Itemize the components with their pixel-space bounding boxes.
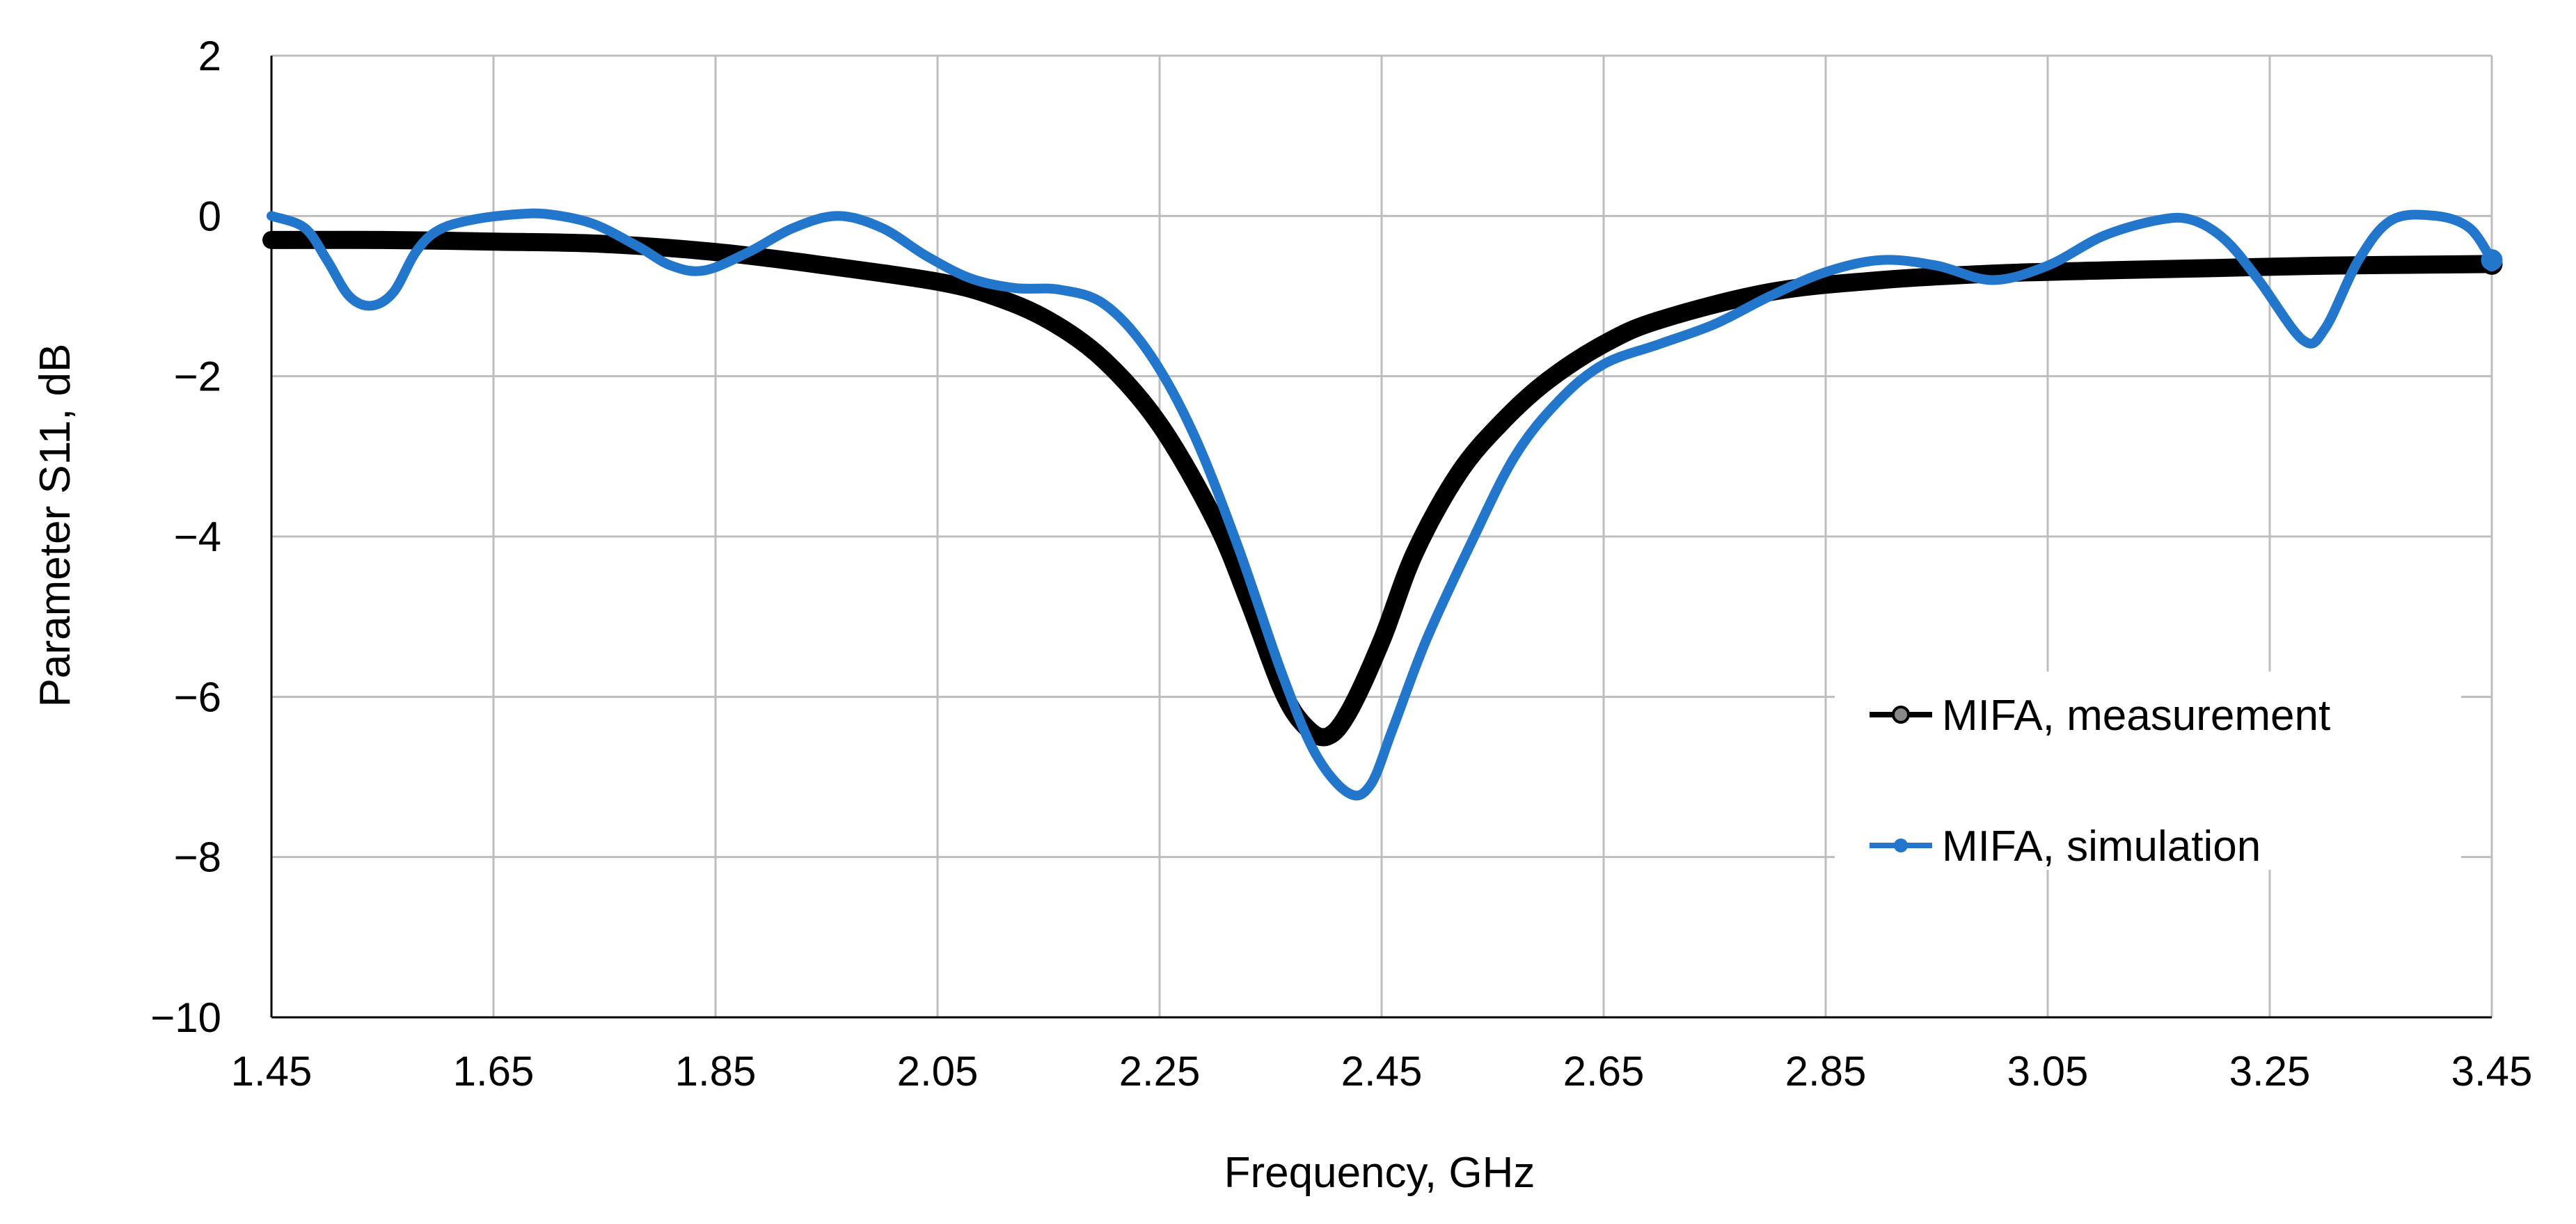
- legend-marker-measurement: [1892, 706, 1910, 724]
- x-tick-label: 3.25: [2229, 1048, 2311, 1095]
- series-end-point: [2481, 249, 2503, 271]
- legend-label-measurement: MIFA, measurement: [1942, 692, 2330, 740]
- tick-labels: 1.45 1.65 1.85 2.05 2.25 2.45 2.65 2.85 3.05 3.25…: [150, 33, 2532, 1095]
- legend-entry-simulation: MIFA, simulation: [1870, 822, 2261, 871]
- y-tick-label: −10: [150, 994, 221, 1041]
- x-axis-title: Frequency, GHz: [1224, 1149, 1535, 1197]
- y-tick-label: −2: [174, 353, 221, 400]
- grid: [270, 54, 2493, 1017]
- legend-background: [1835, 671, 2461, 870]
- legend-label-simulation: MIFA, simulation: [1942, 822, 2261, 871]
- legend-marker-simulation: [1894, 838, 1908, 852]
- x-tick-label: 2.85: [1785, 1048, 1867, 1095]
- x-tick-label: 3.05: [2007, 1048, 2089, 1095]
- y-tick-label: 2: [198, 33, 221, 79]
- y-tick-label: −4: [174, 514, 221, 560]
- y-tick-label: −6: [174, 674, 221, 720]
- x-tick-label: 2.05: [897, 1048, 979, 1095]
- x-tick-label: 1.65: [453, 1048, 535, 1095]
- legend-entry-measurement: MIFA, measurement: [1870, 692, 2330, 740]
- legend: MIFA, measurement MIFA, simulation: [1835, 671, 2461, 871]
- x-tick-label: 1.45: [231, 1048, 313, 1095]
- x-tick-label: 1.85: [675, 1048, 757, 1095]
- x-tick-label: 2.65: [1563, 1048, 1645, 1095]
- x-tick-label: 2.25: [1119, 1048, 1201, 1095]
- series-line-simulation: [267, 208, 2497, 801]
- y-tick-label: 0: [198, 193, 221, 239]
- y-axis-title: Parameter S11, dB: [31, 344, 79, 708]
- y-tick-label: −8: [174, 834, 221, 881]
- x-tick-label: 3.45: [2451, 1048, 2533, 1095]
- x-tick-label: 2.45: [1341, 1048, 1423, 1095]
- series-layer: [262, 208, 2503, 801]
